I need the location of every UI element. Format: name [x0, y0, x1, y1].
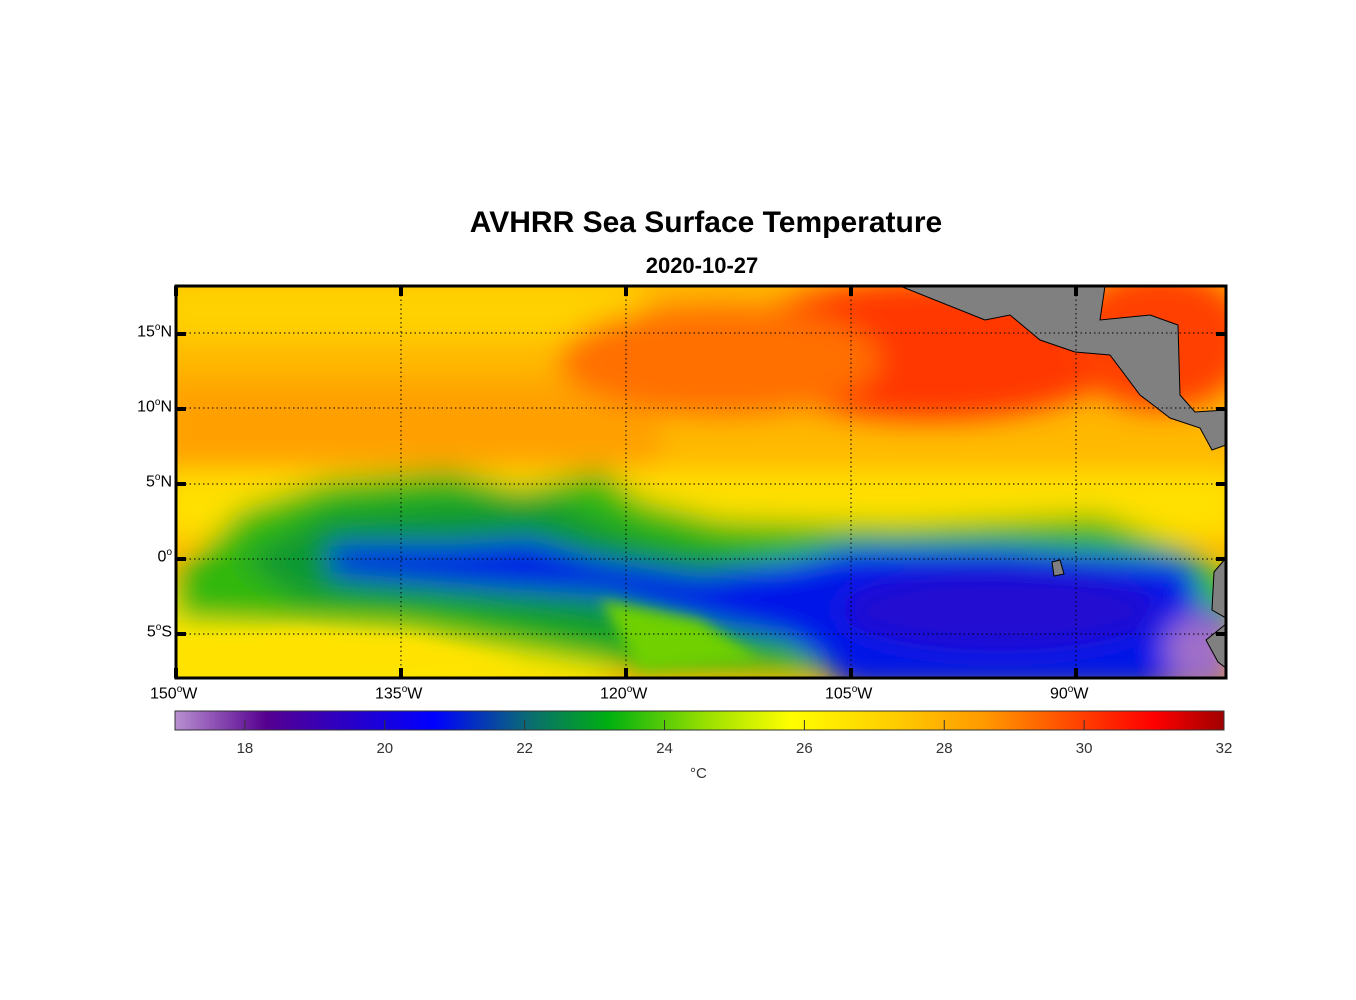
x-tick-label: 105oW	[825, 684, 873, 703]
colorbar-tick-label: 24	[656, 740, 673, 757]
x-tick-label: 120oW	[600, 684, 648, 703]
x-tick-label: 90oW	[1050, 684, 1089, 703]
y-tick-label: 5oS	[146, 622, 172, 641]
y-tick-label: 0o	[157, 547, 172, 566]
sst-field	[176, 286, 1226, 678]
colorbar-tick-label: 32	[1215, 740, 1233, 757]
colorbar-unit-label: °C	[690, 765, 707, 782]
x-tick-label: 135oW	[375, 684, 423, 703]
colorbar-tick-label: 22	[516, 740, 533, 757]
y-tick-label: 10oN	[137, 397, 172, 416]
land	[899, 286, 1226, 669]
colorbar	[174, 710, 1225, 731]
y-tick-label: 15oN	[137, 322, 172, 341]
colorbar-tick-label: 28	[935, 740, 953, 757]
chart-title: AVHRR Sea Surface Temperature	[469, 206, 943, 239]
colorbar-tick-label: 26	[796, 740, 813, 757]
chart-subtitle: 2020-10-27	[645, 253, 759, 278]
colorbar-tick-label: 18	[236, 740, 254, 757]
colorbar-tick-label: 30	[1075, 740, 1093, 757]
colorbar-tick-label: 20	[376, 740, 394, 757]
y-tick-label: 5oN	[145, 472, 172, 491]
x-tick-label: 150oW	[150, 684, 198, 703]
axis-ticks	[174, 286, 1226, 678]
